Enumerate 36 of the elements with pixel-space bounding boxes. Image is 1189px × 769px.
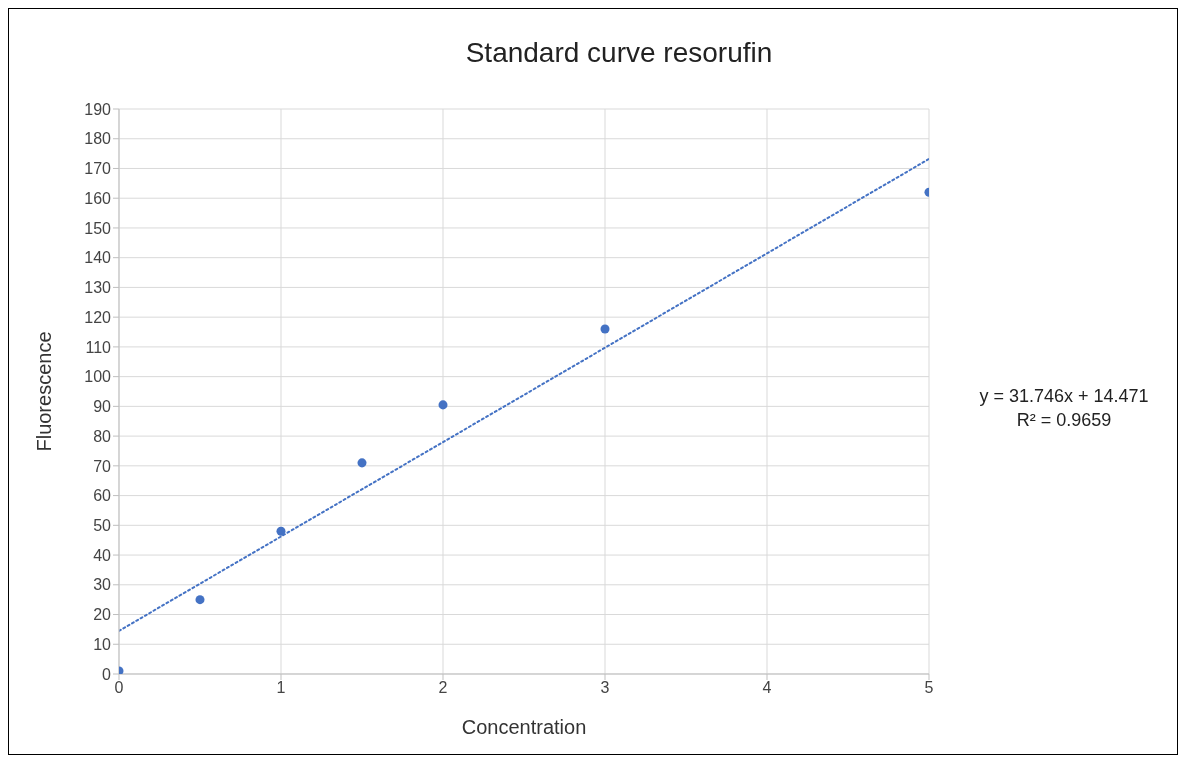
x-tick-label: 1	[276, 679, 286, 697]
point	[600, 324, 610, 334]
point	[195, 595, 205, 605]
y-tick-label: 100	[84, 368, 112, 386]
y-tick-label: 10	[93, 635, 112, 653]
y-tick-label: 170	[84, 160, 112, 178]
y-tick-label: 130	[84, 279, 112, 297]
y-tick-label: 180	[84, 130, 112, 148]
y-tick-label: 150	[84, 219, 112, 237]
y-axis-title: Fluorescence	[33, 331, 56, 452]
y-tick-label: 20	[93, 606, 112, 624]
y-tick-label: 60	[93, 487, 112, 505]
x-tick-label: 3	[600, 679, 610, 697]
y-tick-label: 120	[84, 308, 112, 326]
y-tick-label: 190	[84, 100, 112, 118]
x-tick-label: 4	[762, 679, 772, 697]
x-tick-label: 5	[924, 679, 934, 697]
y-tick-label: 80	[93, 427, 112, 445]
y-tick-label: 140	[84, 249, 112, 267]
x-axis-title: Concentration	[461, 716, 587, 738]
x-tick-label: 2	[438, 679, 448, 697]
y-tick-label: 50	[93, 517, 112, 534]
y-tick-label: 0	[102, 665, 112, 683]
text: R² = 0.9659	[1015, 409, 1113, 432]
y-tick-label: 90	[93, 398, 112, 416]
y-tick-label: 110	[85, 338, 112, 356]
y-tick-label: 30	[93, 576, 112, 594]
y-tick-label: 160	[84, 189, 112, 207]
text: y = 31.746x + 14.471	[978, 385, 1150, 408]
x-tick-label: 0	[114, 679, 124, 697]
point	[438, 400, 448, 410]
point	[276, 526, 286, 536]
point	[357, 458, 367, 468]
y-tick-label: 70	[93, 457, 112, 475]
chart-title: Standard curve resorufin	[464, 37, 774, 69]
y-tick-label: 40	[93, 546, 112, 564]
